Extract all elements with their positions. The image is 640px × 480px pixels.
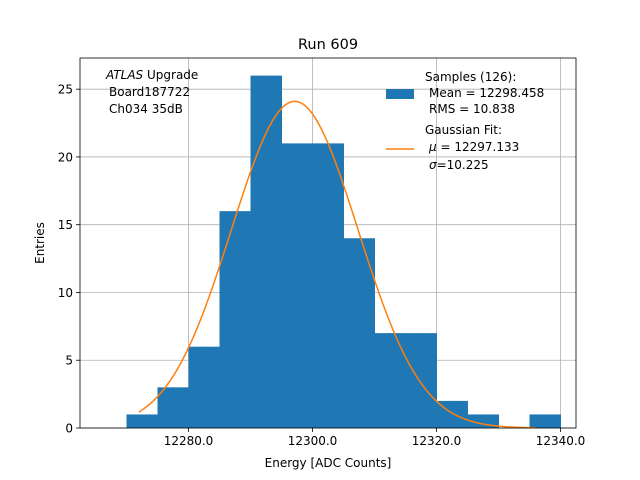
y-tick-label: 20 <box>58 150 73 164</box>
histogram-bar <box>250 75 267 428</box>
legend: Samples (126): Mean = 12298.458 RMS = 10… <box>386 70 544 172</box>
experiment-annotation: ATLAS Upgrade Board187722 Ch034 35dB <box>105 68 198 116</box>
histogram-bar <box>297 143 313 428</box>
histogram-bar <box>266 75 282 428</box>
histogram-bar <box>405 333 422 428</box>
y-tick-label: 25 <box>58 83 73 97</box>
chart-title: Run 609 <box>298 37 358 53</box>
legend-fit-mu: μ = 12297.133 <box>428 140 519 154</box>
histogram-bar <box>359 238 375 428</box>
legend-fit-title: Gaussian Fit: <box>425 123 502 137</box>
y-axis-label: Entries <box>33 222 47 264</box>
legend-samples-rms: RMS = 10.838 <box>429 102 515 116</box>
plot-frame <box>79 57 577 429</box>
annotation-line-3: Ch034 35dB <box>109 102 183 116</box>
legend-samples-title: Samples (126): <box>425 70 516 84</box>
upgrade-label: Upgrade <box>143 68 198 82</box>
x-tick-label: 12320.0 <box>412 434 462 448</box>
histogram-bar <box>204 346 220 428</box>
legend-samples-mean: Mean = 12298.458 <box>429 86 544 100</box>
histogram-bar <box>436 400 453 428</box>
annotation-line-1: ATLAS Upgrade <box>105 68 198 82</box>
axis-ticks: 12280.0 12300.0 12320.0 12340.0 0 5 10 15 20 25 <box>58 83 586 448</box>
histogram-bar <box>374 333 391 428</box>
legend-samples-swatch <box>386 89 414 99</box>
histogram-bar <box>281 143 298 428</box>
histogram-bar <box>421 333 437 428</box>
histogram-bar <box>188 346 205 428</box>
histogram-bar <box>529 414 546 428</box>
y-tick-label: 5 <box>65 354 73 368</box>
gaussian-fit <box>138 100 536 429</box>
x-tick-label: 12280.0 <box>164 434 214 448</box>
histogram-bars <box>126 75 561 428</box>
y-tick-label: 10 <box>58 286 73 300</box>
histogram-bar <box>126 414 143 428</box>
mu-value: = 12297.133 <box>437 140 520 154</box>
sigma-value: =10.225 <box>437 158 489 172</box>
histogram-bar <box>467 414 484 428</box>
x-tick-label: 12300.0 <box>288 434 338 448</box>
histogram-bar <box>343 238 360 428</box>
x-tick-label: 12340.0 <box>536 434 586 448</box>
mu-symbol: μ <box>428 140 437 154</box>
x-axis-label: Energy [ADC Counts] <box>265 456 392 470</box>
histogram-bar <box>545 414 561 428</box>
histogram-bar <box>219 211 236 428</box>
histogram-bar <box>390 333 406 428</box>
legend-fit-sigma: σ=10.225 <box>429 158 489 172</box>
gaussian-fit-curve <box>138 100 536 429</box>
histogram-bar <box>452 400 468 428</box>
y-tick-label: 0 <box>65 422 73 436</box>
y-tick-label: 15 <box>58 218 73 232</box>
atlas-label: ATLAS <box>105 68 144 82</box>
histogram-bar <box>157 387 174 428</box>
histogram-bar <box>142 414 158 428</box>
histogram-bar <box>173 387 189 428</box>
histogram-bar <box>328 143 344 428</box>
histogram-bar <box>235 211 251 428</box>
histogram-bar <box>312 143 329 428</box>
annotation-line-2: Board187722 <box>109 85 190 99</box>
sigma-symbol: σ <box>429 158 437 172</box>
